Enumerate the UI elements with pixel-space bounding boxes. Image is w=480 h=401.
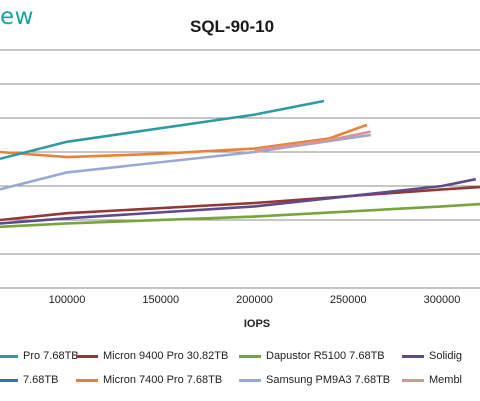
x-tick-label: 150000 [142,294,179,306]
series-line [0,185,480,222]
series-line [0,99,325,161]
legend-item: Pro 7.68TB [0,349,79,363]
series-line [0,202,480,229]
chart-title: SQL-90-10 [190,17,275,36]
legend-swatch [239,378,261,382]
legend-item: Micron 7400 Pro 7.68TB [76,373,222,387]
legend-label: Samsung PM9A3 7.68TB [266,374,391,386]
x-tick-label: 300000 [424,294,461,306]
legend-label: Dapustor R5100 7.68TB [266,350,385,362]
legend-item: Samsung PM9A3 7.68TB [239,373,390,387]
series-lines [0,99,480,229]
x-tick-label: 200000 [236,294,273,306]
legend-label: Solidig [429,350,463,362]
chart-legend: Pro 7.68TB Micron 9400 Pro 30.82TB Dapusto… [0,346,480,396]
series-line [0,177,477,225]
series-line [0,123,368,159]
legend-item: Membl [402,373,462,387]
x-tick-label: 250000 [330,294,367,306]
line-chart: 100000 150000 200000 250000 300000 IOPS [0,49,480,330]
x-axis-title: IOPS [244,318,270,330]
legend-label: Membl [429,374,463,386]
series-line [254,130,372,152]
legend-label: Pro 7.68TB [23,350,79,362]
brand-logo: ew [0,4,34,30]
legend-swatch [76,378,98,382]
x-tick-label: 100000 [49,294,86,306]
legend-swatch [402,354,424,358]
legend-swatch [0,378,18,382]
legend-item: Solidig [402,349,462,363]
legend-swatch [239,354,261,358]
legend-swatch [0,354,18,358]
legend-item: 7.68TB [0,373,58,387]
legend-swatch [402,378,424,382]
gridlines [0,49,480,255]
legend-label: Micron 7400 Pro 7.68TB [103,374,223,386]
x-tick-labels: 100000 150000 200000 250000 300000 [49,294,461,306]
legend-label: 7.68TB [23,374,59,386]
legend-item: Micron 9400 Pro 30.82TB [76,349,228,363]
legend-label: Micron 9400 Pro 30.82TB [103,350,229,362]
legend-item: Dapustor R5100 7.68TB [239,349,385,363]
legend-swatch [76,354,98,358]
